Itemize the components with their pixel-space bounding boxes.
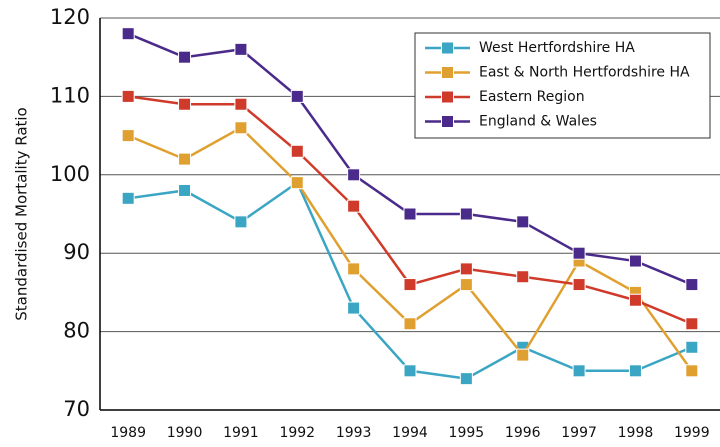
x-tick-label: 1998 [618,425,654,441]
point-marker [121,129,135,143]
point-marker [121,89,135,103]
point-marker [459,207,473,221]
x-tick-label: 1990 [167,425,203,441]
x-tick-label: 1994 [392,425,428,441]
x-tick-label: 1999 [674,425,710,441]
point-marker [459,262,473,276]
point-marker [347,199,361,213]
x-tick-label: 1991 [223,425,259,441]
point-marker [347,168,361,182]
point-marker [516,215,530,229]
point-marker [516,348,530,362]
point-marker [178,97,192,111]
point-marker [628,364,642,378]
legend-marker [441,66,454,79]
x-tick-label: 1996 [505,425,541,441]
point-marker [121,27,135,41]
point-marker [290,89,304,103]
point-marker [178,50,192,64]
legend-label: Eastern Region [479,89,585,105]
point-marker [685,278,699,292]
y-tick-label: 100 [50,162,90,186]
x-tick-label: 1992 [279,425,315,441]
x-tick-label: 1993 [336,425,372,441]
point-marker [234,97,248,111]
point-marker [403,278,417,292]
point-marker [121,191,135,205]
legend-marker [441,41,454,55]
point-marker [685,317,699,331]
point-marker [178,152,192,166]
point-marker [403,207,417,221]
legend-label: East & North Hertfordshire HA [479,65,690,81]
point-marker [290,144,304,158]
point-marker [516,270,530,284]
point-marker [628,293,642,307]
x-tick-label: 1989 [110,425,146,441]
legend-label: England & Wales [479,114,597,130]
y-tick-label: 70 [63,397,90,421]
y-tick-label: 120 [50,5,90,29]
point-marker [234,121,248,135]
y-tick-label: 110 [50,83,90,107]
point-marker [234,215,248,229]
point-marker [403,364,417,378]
point-marker [685,340,699,354]
point-marker [403,317,417,331]
point-marker [572,278,586,292]
point-marker [347,301,361,315]
y-axis-label: Standardised Mortality Ratio [13,107,31,320]
point-marker [459,372,473,386]
point-marker [628,254,642,268]
point-marker [459,278,473,292]
point-marker [347,262,361,276]
point-marker [685,364,699,378]
point-marker [572,364,586,378]
x-tick-label: 1997 [561,425,597,441]
point-marker [234,42,248,56]
x-tick-label: 1995 [449,425,485,441]
y-tick-label: 90 [63,240,90,264]
point-marker [178,183,192,197]
point-marker [290,176,304,190]
series-line [127,126,693,372]
legend-label: West Hertfordshire HA [479,40,635,56]
y-tick-label: 80 [63,319,90,343]
legend-marker [441,115,454,128]
legend-marker [441,90,454,104]
point-marker [572,246,586,260]
